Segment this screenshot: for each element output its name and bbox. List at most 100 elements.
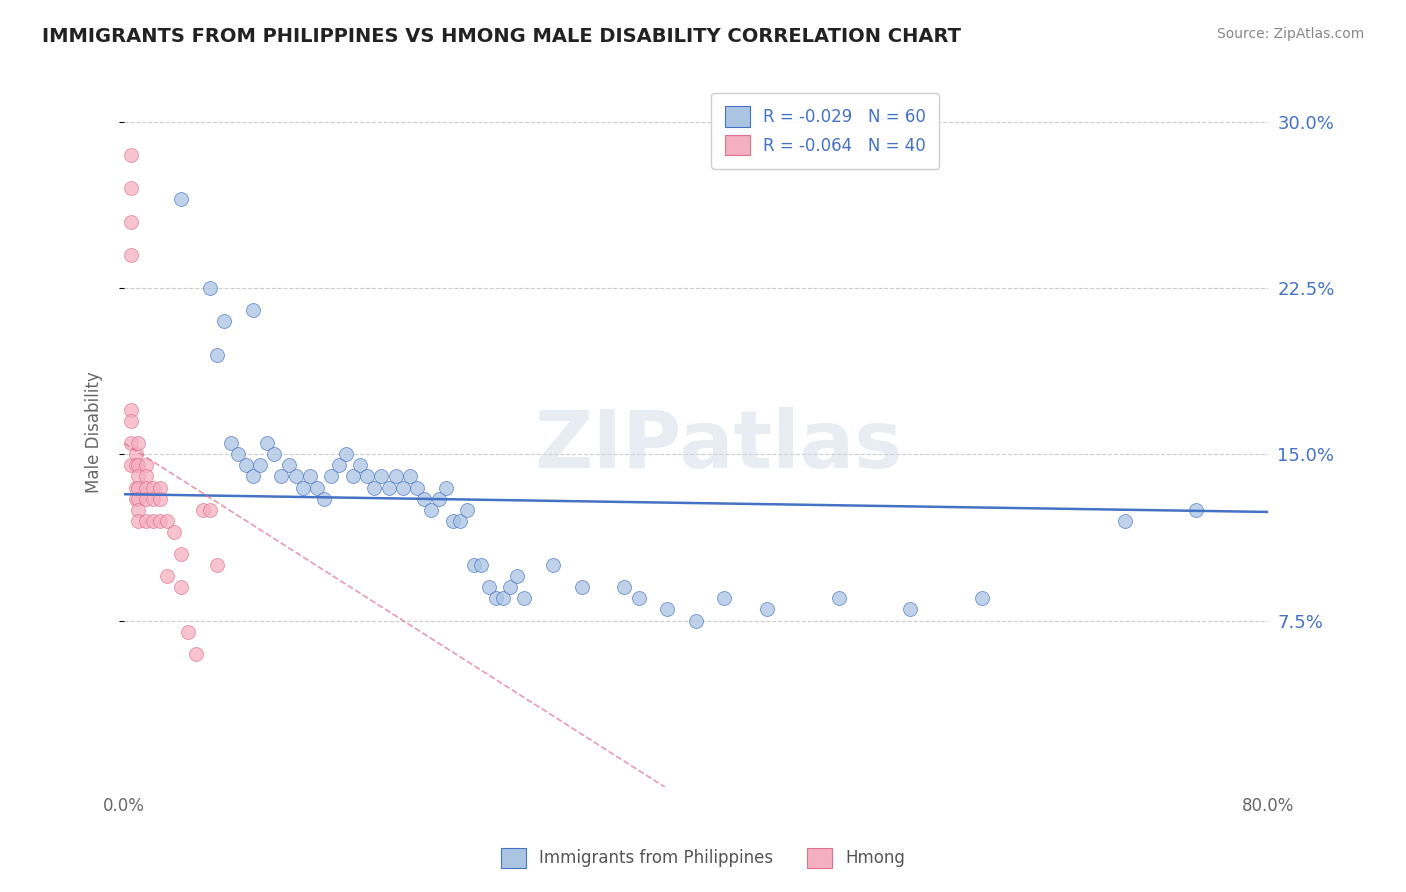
Point	[627, 591, 650, 606]
Point	[135, 481, 157, 495]
Point	[127, 458, 149, 473]
Point	[441, 514, 464, 528]
Point	[170, 547, 193, 561]
Point	[413, 491, 436, 506]
Legend: Immigrants from Philippines, Hmong: Immigrants from Philippines, Hmong	[495, 841, 911, 875]
Point	[756, 602, 779, 616]
Point	[149, 514, 172, 528]
Point	[156, 514, 179, 528]
Point	[120, 214, 142, 228]
Point	[127, 436, 149, 450]
Point	[198, 502, 221, 516]
Point	[124, 491, 146, 506]
Point	[307, 481, 329, 495]
Point	[470, 558, 492, 573]
Point	[228, 447, 250, 461]
Point	[328, 458, 350, 473]
Point	[506, 569, 529, 583]
Point	[120, 458, 142, 473]
Point	[1185, 502, 1208, 516]
Point	[377, 481, 399, 495]
Point	[449, 514, 471, 528]
Point	[242, 303, 264, 318]
Point	[321, 469, 343, 483]
Point	[713, 591, 735, 606]
Point	[205, 558, 228, 573]
Point	[170, 580, 193, 594]
Point	[142, 481, 165, 495]
Point	[135, 514, 157, 528]
Point	[828, 591, 851, 606]
Point	[127, 491, 149, 506]
Point	[291, 481, 314, 495]
Point	[249, 458, 271, 473]
Point	[342, 469, 364, 483]
Point	[499, 580, 522, 594]
Point	[298, 469, 321, 483]
Point	[135, 458, 157, 473]
Point	[124, 447, 146, 461]
Point	[284, 469, 307, 483]
Point	[120, 414, 142, 428]
Point	[120, 436, 142, 450]
Point	[124, 481, 146, 495]
Point	[970, 591, 993, 606]
Point	[242, 469, 264, 483]
Point	[184, 647, 207, 661]
Point	[127, 502, 149, 516]
Point	[492, 591, 515, 606]
Point	[420, 502, 443, 516]
Legend: R = -0.029   N = 60, R = -0.064   N = 40: R = -0.029 N = 60, R = -0.064 N = 40	[711, 93, 939, 169]
Point	[198, 281, 221, 295]
Point	[392, 481, 415, 495]
Point	[221, 436, 243, 450]
Point	[127, 481, 149, 495]
Point	[149, 481, 172, 495]
Text: ZIPatlas: ZIPatlas	[534, 408, 903, 485]
Point	[191, 502, 214, 516]
Point	[120, 248, 142, 262]
Point	[177, 624, 200, 639]
Point	[256, 436, 278, 450]
Point	[135, 469, 157, 483]
Point	[613, 580, 636, 594]
Point	[485, 591, 508, 606]
Point	[277, 458, 299, 473]
Point	[513, 591, 536, 606]
Point	[399, 469, 422, 483]
Point	[170, 193, 193, 207]
Point	[898, 602, 921, 616]
Point	[456, 502, 478, 516]
Point	[356, 469, 378, 483]
Point	[156, 569, 179, 583]
Point	[370, 469, 392, 483]
Point	[335, 447, 357, 461]
Point	[212, 314, 235, 328]
Point	[127, 514, 149, 528]
Point	[478, 580, 501, 594]
Point	[120, 403, 142, 417]
Point	[149, 491, 172, 506]
Point	[685, 614, 707, 628]
Point	[406, 481, 429, 495]
Point	[163, 524, 186, 539]
Point	[142, 491, 165, 506]
Point	[270, 469, 292, 483]
Point	[124, 458, 146, 473]
Point	[314, 491, 336, 506]
Point	[120, 181, 142, 195]
Point	[349, 458, 371, 473]
Point	[127, 469, 149, 483]
Point	[363, 481, 385, 495]
Point	[384, 469, 406, 483]
Point	[120, 148, 142, 162]
Point	[434, 481, 457, 495]
Point	[657, 602, 679, 616]
Point	[571, 580, 593, 594]
Text: IMMIGRANTS FROM PHILIPPINES VS HMONG MALE DISABILITY CORRELATION CHART: IMMIGRANTS FROM PHILIPPINES VS HMONG MAL…	[42, 27, 962, 45]
Point	[1114, 514, 1136, 528]
Text: Source: ZipAtlas.com: Source: ZipAtlas.com	[1216, 27, 1364, 41]
Point	[263, 447, 285, 461]
Point	[463, 558, 485, 573]
Point	[142, 514, 165, 528]
